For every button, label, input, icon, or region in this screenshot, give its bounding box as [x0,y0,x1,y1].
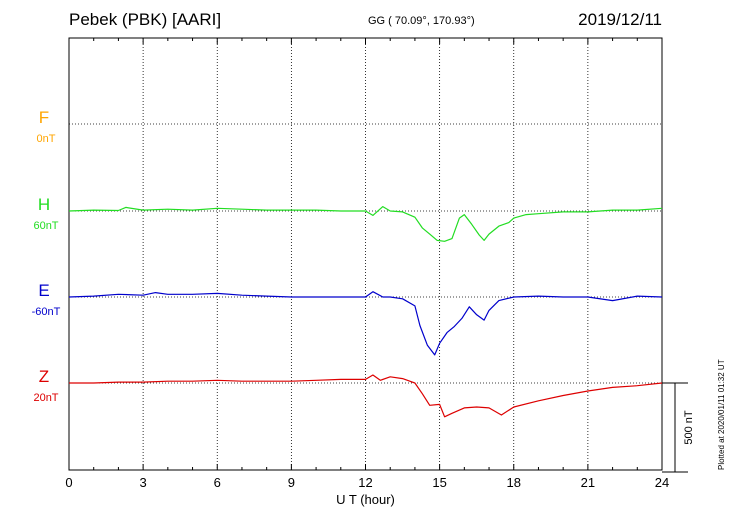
x-tick-label: 24 [655,475,669,490]
series-baseline-E: -60nT [32,306,61,318]
x-axis-label: U T (hour) [336,492,395,507]
station-title: Pebek (PBK) [AARI] [69,10,222,29]
series-name-Z: Z [39,367,49,386]
scale-bar-label: 500 nT [683,410,695,445]
series-baseline-F: 0nT [37,133,56,145]
series-line-E [68,291,663,356]
x-tick-label: 18 [507,475,521,490]
x-tick-label: 21 [581,475,595,490]
series-name-E: E [38,281,49,300]
series-baseline-Z: 20nT [33,392,58,404]
x-tick-label: 15 [432,475,446,490]
plotted-timestamp: Plotted at 2020/01/11 01:32 UT [717,359,726,470]
series-line-H [68,206,663,242]
series-baseline-H: 60nT [33,220,58,232]
series-line-Z [69,374,663,418]
date-label: 2019/12/11 [578,10,662,29]
series-name-H: H [38,195,50,214]
x-tick-label: 3 [140,475,147,490]
x-tick-label: 0 [65,475,72,490]
x-tick-label: 12 [358,475,372,490]
coordinates-label: GG ( 70.09°, 170.93°) [368,15,475,27]
series-name-F: F [39,108,49,127]
x-tick-label: 6 [214,475,221,490]
x-tick-label: 9 [288,475,295,490]
